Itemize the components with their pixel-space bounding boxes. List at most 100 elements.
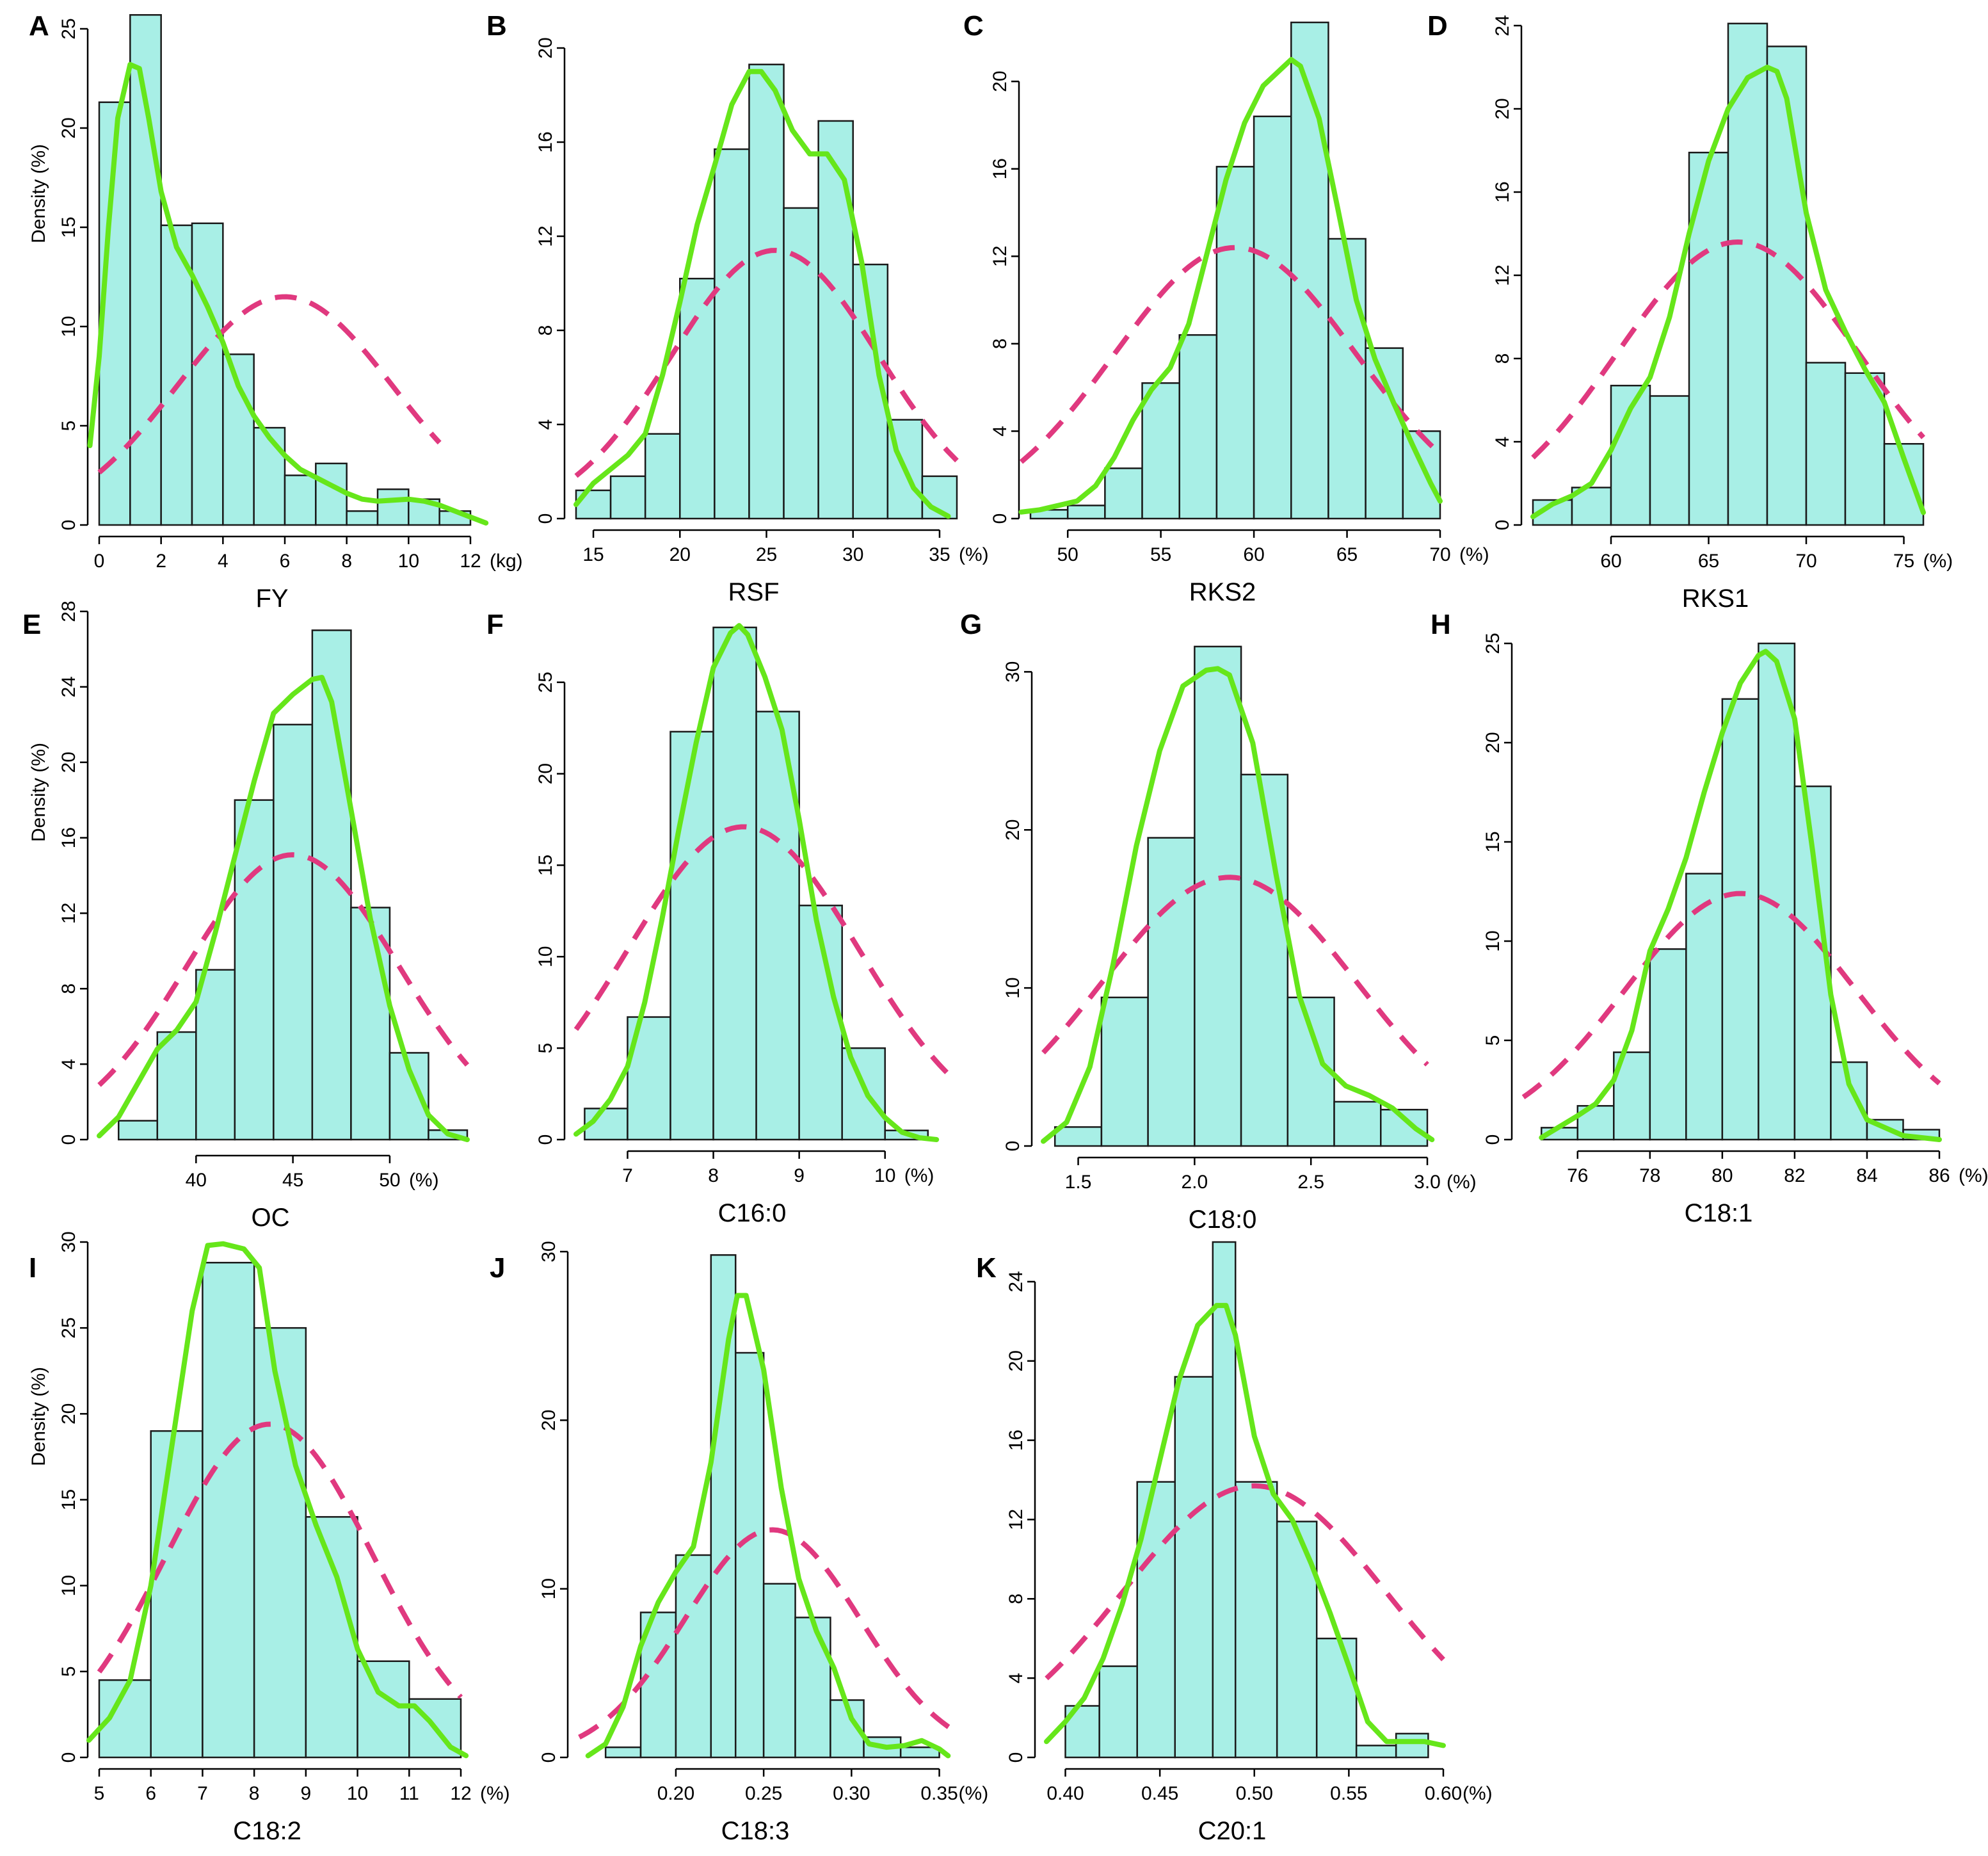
- x-tick-label: 70: [1795, 551, 1816, 572]
- histogram-bar: [253, 426, 286, 526]
- y-tick-label: 0: [58, 1752, 79, 1763]
- x-tick-label: 15: [582, 544, 604, 565]
- y-axis-title: Density (%): [28, 743, 49, 842]
- y-tick-label: 0: [535, 1134, 556, 1145]
- histogram-bar: [1141, 382, 1180, 520]
- histogram-bar: [1100, 996, 1149, 1147]
- panel-D: D 0 4 8 12 16 20 24 60 65 70 75 (%) RKS1: [1427, 10, 1953, 613]
- x-axis-title: OC: [252, 1204, 290, 1232]
- density-curve: [86, 1241, 469, 1759]
- histogram-bar: [1215, 166, 1255, 520]
- histogram-bar: [714, 148, 750, 520]
- x-unit-label: (%): [1463, 1783, 1493, 1804]
- normal-curve: [578, 1527, 959, 1739]
- y-tick-label: 10: [1002, 977, 1023, 998]
- histogram-bar: [1805, 362, 1847, 526]
- histogram-bar: [1178, 334, 1218, 520]
- x-tick-label: 0.30: [833, 1783, 870, 1804]
- x-axis-title: C18:2: [233, 1817, 301, 1845]
- histogram-bar: [1721, 698, 1760, 1141]
- y-tick-label: 20: [1492, 98, 1513, 119]
- x-tick-label: 0.20: [657, 1783, 694, 1804]
- panel-J: J 0 10 20 30 0.20 0.25 0.30 0.35 (%) C18:3: [490, 1241, 988, 1845]
- x-tick-label: 30: [842, 544, 863, 565]
- y-tick-label: 25: [58, 18, 79, 39]
- density-curve: [1539, 649, 1942, 1142]
- histogram-bar: [1098, 1665, 1138, 1759]
- histogram-bar: [1054, 1126, 1103, 1147]
- histogram-bar: [1758, 642, 1796, 1141]
- normal-curve: [1045, 1483, 1445, 1681]
- x-tick-label: 7: [197, 1783, 208, 1804]
- histogram-bar: [1685, 873, 1724, 1141]
- y-tick-label: 0: [990, 513, 1011, 524]
- x-tick-label: 0.35: [920, 1783, 958, 1804]
- y-tick-label: 16: [1006, 1430, 1027, 1451]
- y-tick-label: 5: [535, 1043, 556, 1054]
- x-tick-label: 50: [1057, 544, 1078, 565]
- histogram-bar: [1727, 22, 1768, 526]
- x-tick-label: 5: [94, 1783, 105, 1804]
- histogram-bar: [118, 1120, 159, 1141]
- y-tick-label: 20: [58, 1403, 79, 1424]
- x-tick-label: 25: [756, 544, 777, 565]
- histogram-bar: [644, 433, 681, 520]
- x-unit-label: (kg): [490, 551, 523, 572]
- x-tick-label: 10: [347, 1783, 368, 1804]
- y-tick-label: 25: [535, 672, 556, 693]
- histogram-bar: [755, 711, 800, 1141]
- histogram-bar: [1253, 115, 1292, 520]
- x-axis-title: RKS1: [1682, 585, 1749, 613]
- y-tick-label: 28: [58, 601, 79, 622]
- x-unit-label: (%): [409, 1170, 439, 1191]
- histogram-bar: [315, 462, 348, 526]
- normal-curve: [97, 852, 470, 1087]
- y-tick-label: 0: [538, 1752, 559, 1763]
- x-tick-label: 1.5: [1065, 1172, 1092, 1193]
- y-tick-label: 12: [1006, 1509, 1027, 1530]
- x-axis-title: C16:0: [718, 1199, 787, 1227]
- histogram-bar: [1402, 430, 1441, 520]
- y-tick-label: 4: [990, 426, 1011, 437]
- y-tick-label: 20: [58, 117, 79, 138]
- y-tick-label: 0: [58, 520, 79, 531]
- density-curve: [1530, 65, 1926, 519]
- panel-label: H: [1431, 609, 1451, 640]
- x-tick-label: 0.25: [745, 1783, 782, 1804]
- density-curve: [573, 623, 940, 1142]
- x-tick-label: 0.40: [1046, 1783, 1084, 1804]
- x-tick-label: 0.50: [1236, 1783, 1273, 1804]
- y-tick-label: 5: [1482, 1035, 1503, 1046]
- x-axis-title: C18:3: [721, 1817, 790, 1845]
- x-tick-label: 10: [398, 551, 419, 572]
- histogram-bar: [1240, 773, 1289, 1147]
- y-tick-label: 20: [1006, 1350, 1027, 1371]
- histogram-bar: [357, 1660, 410, 1759]
- y-tick-label: 4: [535, 419, 556, 430]
- histogram-bar: [1649, 948, 1687, 1141]
- x-tick-label: 60: [1243, 544, 1264, 565]
- y-tick-label: 12: [58, 903, 79, 924]
- y-tick-label: 12: [1492, 264, 1513, 286]
- y-tick-label: 20: [1482, 732, 1503, 753]
- y-tick-label: 20: [538, 1410, 559, 1431]
- x-axis-title: FY: [255, 585, 288, 613]
- y-tick-label: 8: [1006, 1594, 1027, 1604]
- x-tick-label: 60: [1600, 551, 1621, 572]
- histogram-bar: [376, 488, 410, 526]
- panel-label: A: [29, 10, 49, 42]
- x-tick-label: 84: [1856, 1165, 1877, 1186]
- x-unit-label: (%): [904, 1165, 934, 1186]
- y-tick-label: 4: [1006, 1673, 1027, 1684]
- y-tick-label: 10: [538, 1578, 559, 1599]
- x-tick-label: 9: [301, 1783, 312, 1804]
- x-tick-label: 82: [1784, 1165, 1805, 1186]
- x-tick-label: 40: [186, 1170, 207, 1191]
- x-axis-title: C20:1: [1198, 1817, 1267, 1845]
- x-tick-label: 0.60: [1425, 1783, 1462, 1804]
- histogram-bar: [1688, 152, 1729, 526]
- histogram-bar: [1174, 1376, 1214, 1759]
- density-curve: [585, 1293, 951, 1759]
- y-tick-label: 8: [535, 325, 556, 336]
- x-axis-title: RKS2: [1189, 578, 1256, 606]
